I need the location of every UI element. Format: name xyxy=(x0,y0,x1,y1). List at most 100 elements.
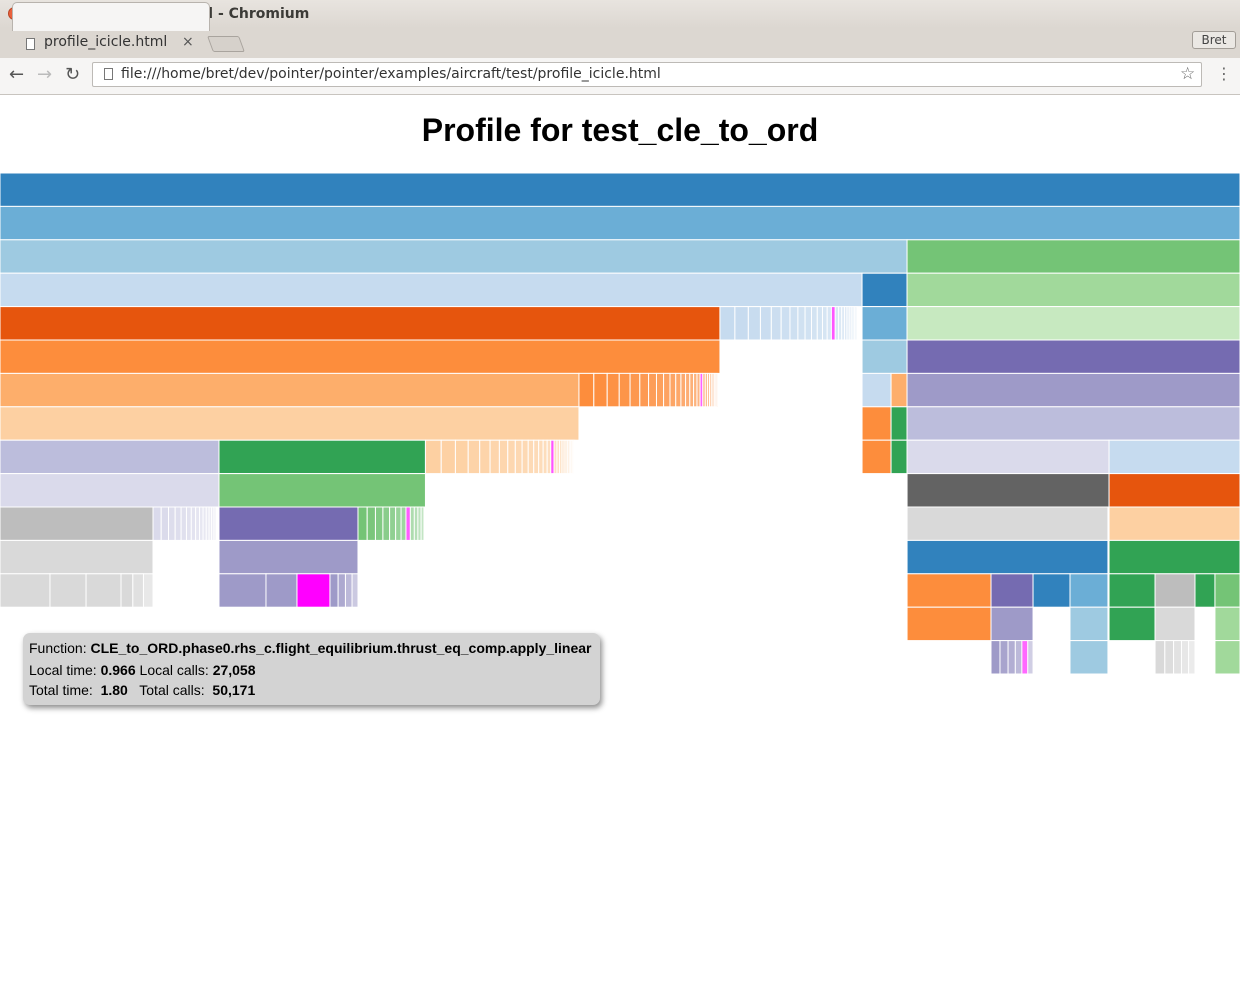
icicle-node[interactable] xyxy=(521,439,529,475)
icicle-node-group[interactable] xyxy=(120,573,154,608)
icicle-node[interactable] xyxy=(0,506,154,541)
icicle-node[interactable] xyxy=(734,306,749,341)
icicle-node[interactable] xyxy=(479,439,491,475)
icicle-node[interactable] xyxy=(538,439,544,475)
icicle-node-group[interactable] xyxy=(1154,640,1196,675)
icicle-node[interactable] xyxy=(1214,573,1240,608)
icicle-node[interactable] xyxy=(1108,473,1240,508)
icicle-node[interactable] xyxy=(0,306,721,341)
icicle-node[interactable] xyxy=(218,539,359,575)
icicle-node[interactable] xyxy=(152,506,162,541)
icicle-node[interactable] xyxy=(834,306,840,341)
icicle-node[interactable] xyxy=(906,573,992,608)
icicle-node[interactable] xyxy=(810,306,818,341)
icicle-node[interactable] xyxy=(573,439,576,475)
icicle-node[interactable] xyxy=(1188,640,1196,675)
icicle-node[interactable] xyxy=(454,439,469,475)
icicle-node[interactable] xyxy=(0,473,220,508)
icicle-node[interactable] xyxy=(0,339,721,374)
icicle-node[interactable] xyxy=(0,539,154,575)
icicle-node[interactable] xyxy=(527,439,535,475)
icicle-node[interactable] xyxy=(663,372,671,408)
icicle-node[interactable] xyxy=(639,372,650,408)
icicle-node[interactable] xyxy=(467,439,481,475)
new-tab-button[interactable] xyxy=(207,36,245,52)
icicle-node[interactable] xyxy=(0,173,1240,207)
icicle-node[interactable] xyxy=(382,506,391,541)
icicle-node[interactable] xyxy=(190,506,197,541)
icicle-node[interactable] xyxy=(1173,640,1182,675)
icicle-node[interactable] xyxy=(713,372,717,408)
icicle-node[interactable] xyxy=(1154,606,1196,642)
icicle-node[interactable] xyxy=(389,506,397,541)
icicle-node[interactable] xyxy=(329,573,339,608)
icicle-node[interactable] xyxy=(337,573,346,608)
icicle-node[interactable] xyxy=(821,306,828,341)
icicle-node[interactable] xyxy=(906,239,1240,274)
icicle-node[interactable] xyxy=(816,306,823,341)
icicle-node-group[interactable] xyxy=(578,372,719,408)
icicle-node[interactable] xyxy=(1164,640,1175,675)
icicle-node[interactable] xyxy=(1108,573,1156,608)
icicle-node[interactable] xyxy=(680,372,687,408)
icicle-node[interactable] xyxy=(990,573,1034,608)
icicle-node[interactable] xyxy=(669,372,677,408)
icicle-node[interactable] xyxy=(571,439,574,475)
icicle-node[interactable] xyxy=(906,372,1240,408)
icicle-node[interactable] xyxy=(861,306,908,341)
icicle-node[interactable] xyxy=(218,573,267,608)
icicle-node[interactable] xyxy=(747,306,761,341)
icicle-node[interactable] xyxy=(906,406,1240,441)
icicle-node[interactable] xyxy=(0,272,863,308)
icicle-node[interactable] xyxy=(0,372,580,408)
page-info-icon[interactable] xyxy=(104,68,113,80)
icicle-node[interactable] xyxy=(211,506,215,541)
icicle-node[interactable] xyxy=(826,306,832,341)
icicle-node[interactable] xyxy=(804,306,812,341)
icicle-node[interactable] xyxy=(578,372,595,408)
icicle-node[interactable] xyxy=(570,439,573,475)
icicle-node[interactable] xyxy=(440,439,456,475)
icicle-node[interactable] xyxy=(710,372,714,408)
icicle-node[interactable] xyxy=(357,506,368,541)
icicle-node[interactable] xyxy=(890,439,908,475)
icicle-node[interactable] xyxy=(1108,539,1240,575)
icicle-node[interactable] xyxy=(712,372,715,408)
bookmark-star-icon[interactable]: ☆ xyxy=(1180,64,1196,84)
icicle-node[interactable] xyxy=(1007,640,1016,675)
icicle-node-group[interactable] xyxy=(719,306,858,341)
icicle-node[interactable] xyxy=(218,473,426,508)
reload-icon[interactable]: ↻ xyxy=(65,64,81,85)
icicle-node[interactable] xyxy=(168,506,176,541)
icicle-node[interactable] xyxy=(906,539,1109,575)
icicle-node[interactable] xyxy=(265,573,298,608)
icicle-node[interactable] xyxy=(629,372,641,408)
icicle-node[interactable] xyxy=(572,439,575,475)
icicle-node[interactable] xyxy=(498,439,509,475)
icicle-node[interactable] xyxy=(417,506,422,541)
icicle-node[interactable] xyxy=(185,506,192,541)
icicle-node[interactable] xyxy=(213,506,217,541)
icicle-node[interactable] xyxy=(1214,606,1240,642)
icicle-node[interactable] xyxy=(1108,506,1240,541)
icicle-node[interactable] xyxy=(593,372,608,408)
icicle-node[interactable] xyxy=(618,372,631,408)
icicle-node[interactable] xyxy=(1154,573,1196,608)
icicle-node[interactable] xyxy=(180,506,187,541)
icicle-node[interactable] xyxy=(719,306,736,341)
icicle-node[interactable] xyxy=(648,372,657,408)
icicle-node[interactable] xyxy=(716,372,719,408)
icicle-node[interactable] xyxy=(708,372,712,408)
icicle-node[interactable] xyxy=(374,506,384,541)
icicle-node[interactable] xyxy=(759,306,772,341)
icicle-node[interactable] xyxy=(1069,606,1109,642)
icicle-node[interactable] xyxy=(1021,640,1029,675)
icicle-node[interactable] xyxy=(655,372,665,408)
icicle-node[interactable] xyxy=(533,439,540,475)
icicle-node[interactable] xyxy=(848,306,852,341)
icicle-node[interactable] xyxy=(1108,606,1156,642)
icicle-node[interactable] xyxy=(789,306,799,341)
url-text[interactable]: file:///home/bret/dev/pointer/pointer/ex… xyxy=(121,66,661,82)
tab-close-icon[interactable]: × xyxy=(182,34,194,50)
icicle-node[interactable] xyxy=(890,372,908,408)
